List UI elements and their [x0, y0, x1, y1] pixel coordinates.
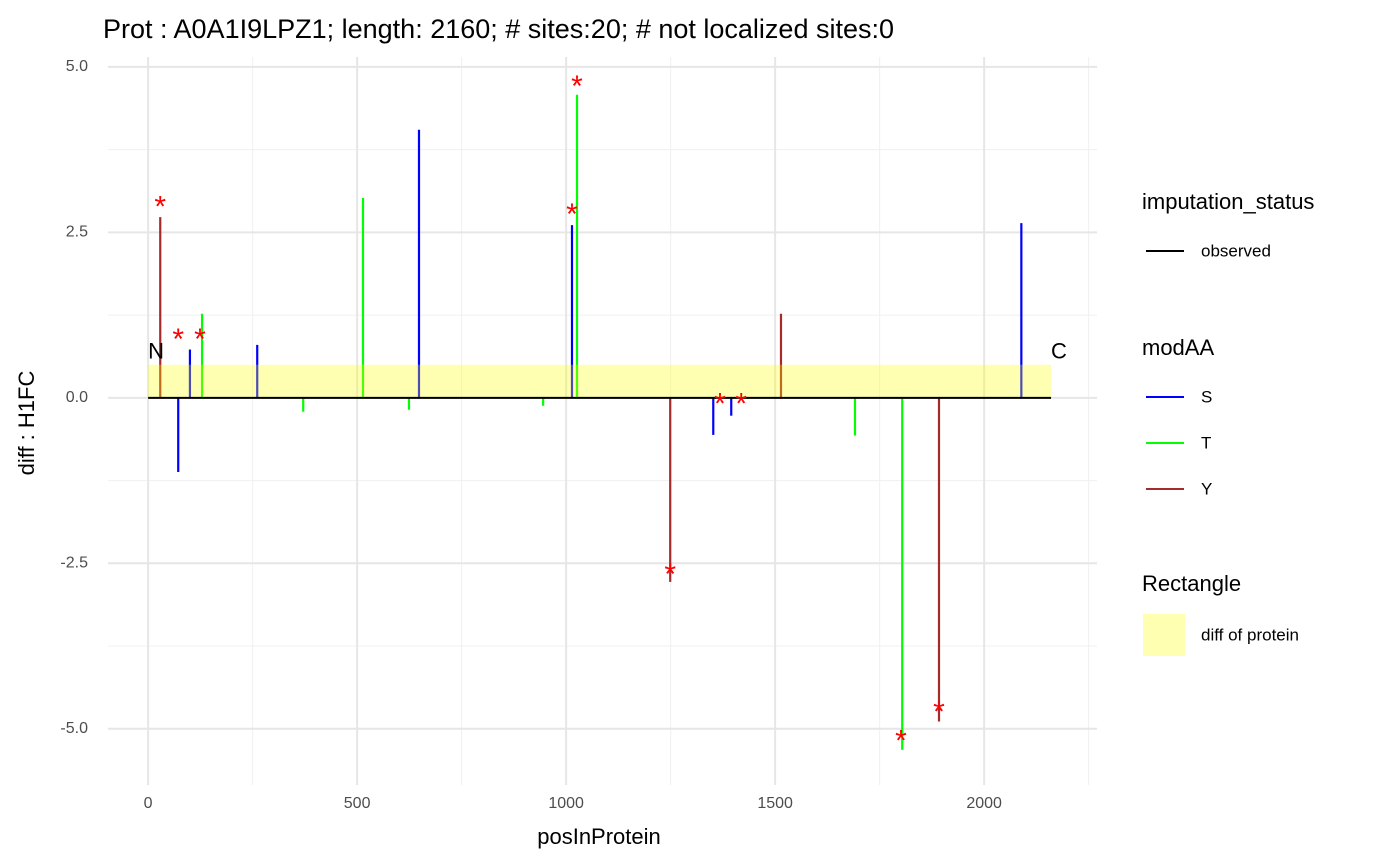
x-tick-label: 1500 [757, 795, 793, 812]
legend-label: observed [1201, 241, 1271, 260]
legend-label: diff of protein [1201, 625, 1299, 644]
x-tick-label: 2000 [966, 795, 1002, 812]
significance-star: * [895, 725, 907, 758]
protein-rectangle [148, 364, 1052, 398]
x-tick-label: 0 [144, 795, 153, 812]
significance-star: * [933, 695, 945, 728]
y-axis-label: diff : H1FC [14, 371, 39, 476]
legend-title: modAA [1142, 335, 1214, 360]
legend-label: T [1201, 433, 1211, 452]
significance-star: * [571, 70, 583, 103]
y-tick-label: 5.0 [66, 58, 88, 75]
x-tick-label: 500 [344, 795, 371, 812]
chart-title: Prot : A0A1I9LPZ1; length: 2160; # sites… [103, 14, 894, 44]
terminal-label: C [1051, 339, 1067, 364]
legend-title: imputation_status [1142, 189, 1314, 214]
significance-star: * [194, 323, 206, 356]
significance-star: * [735, 388, 747, 421]
y-tick-label: 0.0 [66, 389, 88, 406]
significance-star: * [172, 323, 184, 356]
y-tick-label: -5.0 [60, 720, 88, 737]
legend-label: S [1201, 387, 1212, 406]
y-tick-label: -2.5 [60, 555, 88, 572]
significance-star: * [664, 558, 676, 591]
y-tick-label: 2.5 [66, 224, 88, 241]
terminal-label: N [148, 339, 164, 364]
significance-star: * [566, 198, 578, 231]
x-tick-label: 1000 [548, 795, 584, 812]
x-axis-label: posInProtein [537, 824, 661, 849]
significance-star: * [714, 388, 726, 421]
legend-key [1143, 614, 1185, 656]
legend-title: Rectangle [1142, 571, 1241, 596]
legend-label: Y [1201, 479, 1212, 498]
significance-star: * [154, 191, 166, 224]
